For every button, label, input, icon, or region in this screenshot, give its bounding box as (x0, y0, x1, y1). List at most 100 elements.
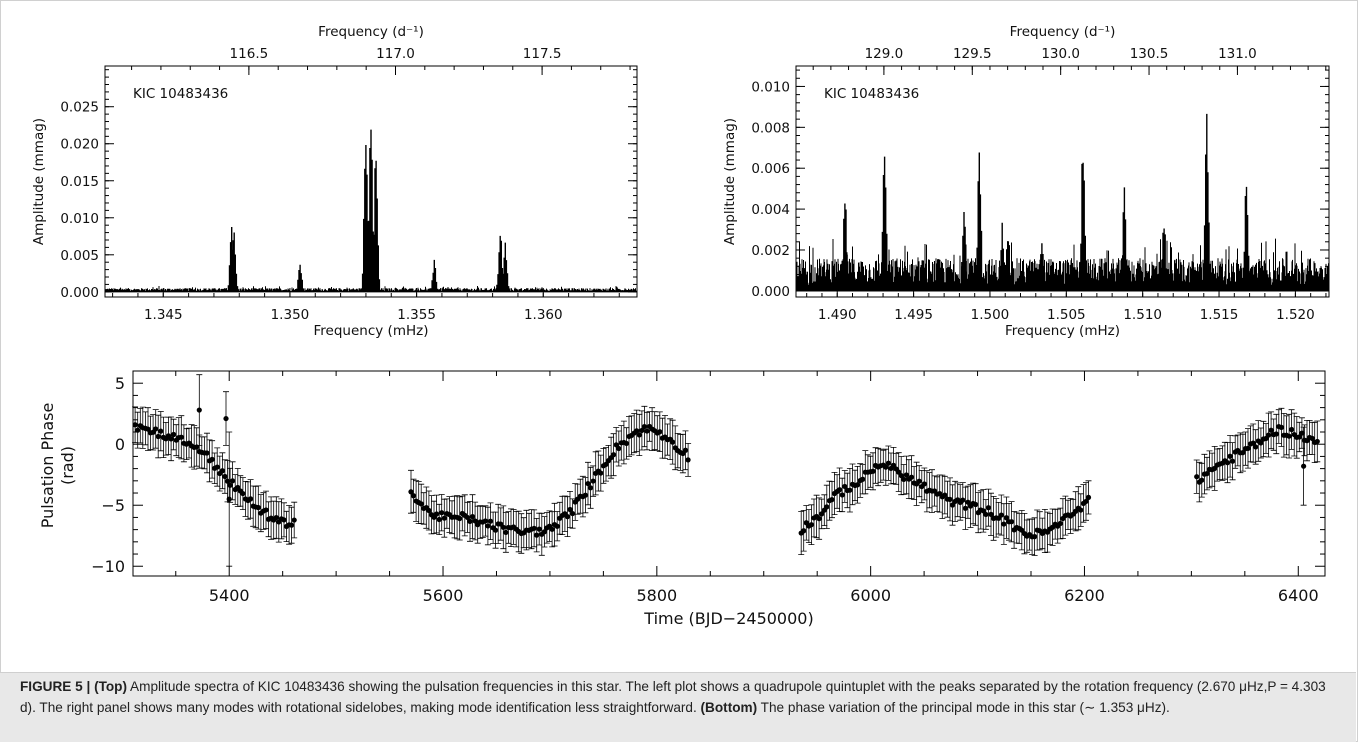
y-tick-label: 0.010 (60, 211, 99, 227)
x-top-tick-label: 117.5 (523, 46, 562, 62)
spectrum-peak (1120, 187, 1129, 291)
data-point (616, 445, 622, 452)
x-tick-label: 5800 (636, 586, 677, 605)
data-point (860, 476, 866, 482)
data-point (1250, 440, 1256, 446)
data-point (472, 518, 478, 524)
y-tick-label: 0.010 (751, 79, 790, 95)
data-point (168, 436, 174, 442)
data-point (534, 532, 540, 538)
x-tick-label: 1.355 (397, 307, 436, 323)
data-point (1253, 444, 1259, 450)
data-point (1314, 438, 1320, 445)
x-top-tick-label: 117.0 (376, 46, 415, 62)
data-point (942, 492, 948, 498)
data-point (590, 478, 596, 484)
x-tick-label: 5400 (209, 586, 250, 605)
data-point (1008, 519, 1015, 525)
y-tick-label: 0.000 (751, 284, 790, 300)
data-point (998, 512, 1004, 518)
data-point (634, 428, 640, 434)
data-point (921, 481, 927, 487)
data-point (209, 456, 215, 462)
x-tick-label: 1.505 (1047, 307, 1086, 323)
data-point (808, 522, 815, 528)
spectrum-panel-top-right: 1.490 1.495 1.500 1.505 1.510 1.515 1.520 129.0… (722, 24, 1330, 339)
data-point (441, 515, 447, 521)
data-point (585, 480, 591, 487)
data-point (682, 447, 689, 453)
data-point (418, 501, 424, 507)
y-tick-label: 0.025 (60, 100, 99, 116)
data-point (500, 524, 506, 530)
data-point (541, 529, 547, 535)
figure-caption: FIGURE 5 | (Top) Amplitude spectra of KI… (20, 676, 1340, 718)
data-point (801, 528, 807, 534)
data-point (903, 472, 909, 478)
y-axis-label: Pulsation Phase(rad) (38, 403, 77, 529)
spectrum-peak (1202, 113, 1211, 291)
data-point (1085, 494, 1092, 501)
data-point (155, 433, 161, 440)
figure-svg: 1.345 1.350 1.355 1.360 116.5 117.0 117.5 0.000… (31, 24, 1330, 628)
data-point (145, 426, 151, 432)
x-tick-label: 6400 (1278, 586, 1319, 605)
data-point (439, 510, 445, 516)
x-top-axis-label: Frequency (d⁻¹) (318, 24, 424, 40)
data-point (837, 487, 843, 493)
y-tick-label: 0 (115, 435, 125, 454)
spectrum-peak (1079, 162, 1088, 291)
spectrum-peak (998, 222, 1007, 291)
data-point (636, 432, 642, 438)
data-point (947, 496, 953, 502)
spectrum-peak (296, 264, 305, 292)
spectrum-panel-top-left: 1.345 1.350 1.355 1.360 116.5 117.0 117.5 0.000… (31, 24, 638, 339)
data-point (685, 457, 691, 463)
y-tick-label: 0.008 (751, 120, 790, 136)
data-point (1289, 426, 1295, 433)
x-tick-label: 1.495 (894, 307, 933, 323)
data-point (263, 507, 269, 513)
x-top-tick-label: 129.0 (865, 46, 904, 62)
data-point (842, 483, 848, 490)
x-axis-label: Frequency (mHz) (314, 323, 429, 339)
data-point (567, 506, 573, 513)
caption-box (0, 672, 1356, 742)
data-point (670, 439, 676, 445)
data-point (1268, 427, 1274, 433)
data-point (644, 428, 650, 434)
y-tick-label: 0.002 (751, 243, 790, 259)
panel-annotation: KIC 10483436 (133, 86, 228, 102)
data-point (1204, 471, 1210, 477)
y-axis-label: Amplitude (mmag) (31, 118, 47, 245)
data-point (885, 460, 891, 466)
data-point (536, 526, 542, 532)
data-point (1265, 432, 1272, 438)
spectrum-peak (840, 203, 849, 291)
data-point (965, 499, 971, 505)
data-point (464, 514, 471, 521)
data-point (962, 505, 968, 511)
data-point (657, 429, 663, 435)
data-point (855, 482, 861, 488)
spectrum-peak (960, 212, 968, 291)
spectrum-peak (361, 145, 370, 292)
data-point (1245, 445, 1251, 451)
data-point (132, 422, 138, 428)
data-point (901, 476, 907, 483)
y-axis-label: Amplitude (mmag) (722, 118, 738, 245)
x-top-axis-label: Frequency (d⁻¹) (1010, 24, 1116, 40)
x-tick-label: 1.490 (818, 307, 857, 323)
data-point (569, 510, 576, 517)
data-point (1240, 450, 1246, 456)
data-point (1258, 440, 1264, 446)
data-point (196, 407, 202, 413)
data-point (485, 523, 491, 529)
data-point (408, 489, 414, 495)
x-tick-label: 1.515 (1200, 307, 1239, 323)
spectrum-peak (372, 160, 381, 292)
data-point (883, 464, 889, 470)
spectrum-peak (230, 232, 239, 292)
data-point (549, 526, 555, 532)
data-point (816, 516, 822, 522)
